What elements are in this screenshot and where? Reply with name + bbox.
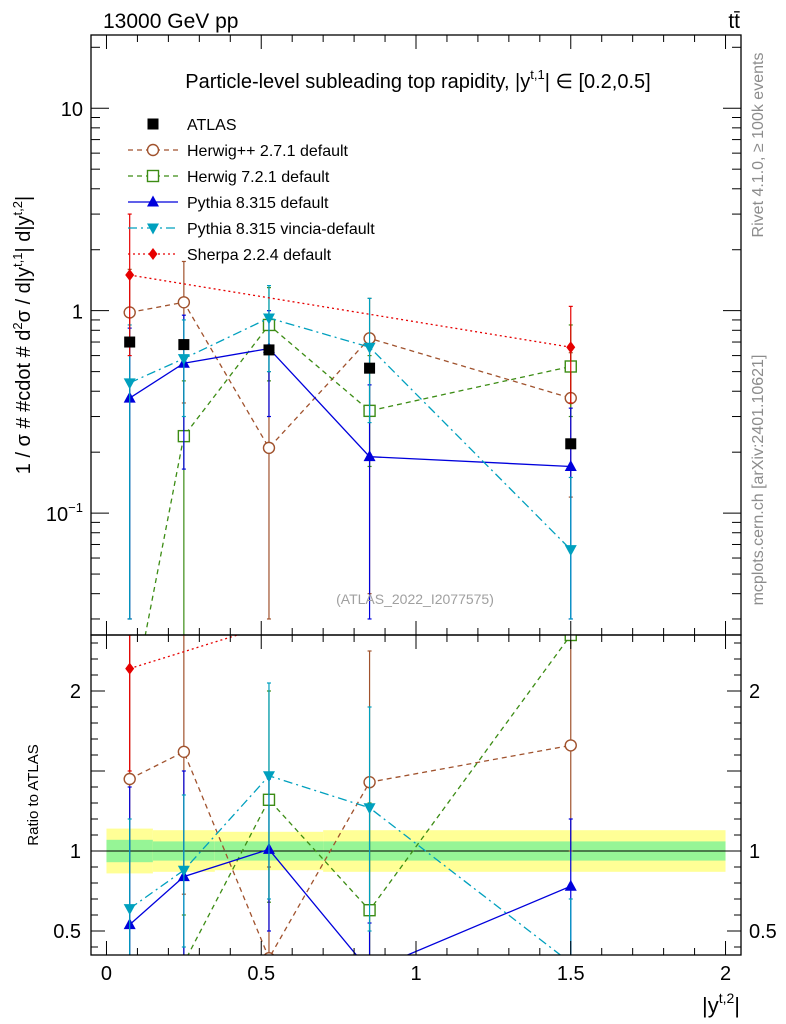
legend-atlas-label: ATLAS — [187, 117, 237, 134]
pythia-8-315-default-line — [129, 347, 571, 468]
pythia-8-315-vincia-default-point — [262, 313, 275, 325]
herwig-7-2-1-default-line — [144, 324, 571, 635]
atlas-data-point — [364, 362, 376, 374]
sherpa-2-2-4-default-point — [125, 269, 135, 282]
atlas-data-point — [124, 336, 136, 348]
legend-pythia-8-315-default-label: Pythia 8.315 default — [187, 195, 329, 212]
legend: ATLAS Herwig++ 2.7.1 default Herwig 7.2.1 … — [128, 117, 375, 264]
legend-herwig-7-2-1-default-label: Herwig 7.2.1 default — [187, 169, 330, 186]
herwig-2-7-1-default-ratio-point — [564, 739, 577, 752]
ratio-axis-tick-labels: 0 0.5 1 1.5 2 0.5 0.5 1 1 2 2 — [53, 681, 777, 985]
chart-title: Particle-level subleading top rapidity, … — [185, 67, 650, 93]
herwig-2-7-1-default-ratio-line — [129, 744, 571, 955]
legend-herwig-7-2-1-default-marker — [146, 169, 160, 183]
ratio-frame — [90, 634, 742, 956]
legend-sherpa-2-2-4-default-marker — [148, 248, 158, 260]
rivet-version-label: Rivet 4.1.0, ≥ 100k events — [750, 53, 767, 238]
x-tick-label: 1.5 — [557, 963, 585, 985]
x-tick-label: 0.5 — [247, 963, 275, 985]
herwig-2-7-1-default-point — [177, 296, 191, 309]
legend-herwig-2-7-1-default-marker — [146, 143, 160, 157]
sherpa-2-2-4-default-ratio-point — [125, 662, 135, 675]
herwig-2-7-1-default-ratio-point — [123, 772, 136, 786]
atlas-data-point — [565, 438, 577, 450]
energy-label: 13000 GeV pp — [103, 10, 238, 33]
legend-sherpa-2-2-4-default-label: Sherpa 2.2.4 default — [187, 247, 332, 264]
ratio-series-layer — [123, 635, 577, 985]
ratio-axis-ticks — [91, 635, 741, 955]
y-axis-label: 1 / σ # #cdot # d2σ / d|yt,1| d|yt,2| — [10, 196, 35, 474]
sherpa-2-2-4-default-point — [566, 341, 576, 354]
process-label: tt̄ — [728, 10, 740, 33]
atlas-data-point — [263, 344, 275, 356]
pythia-8-315-vincia-default-point — [123, 378, 136, 390]
legend-pythia-8-315-vincia-default-marker — [147, 223, 159, 235]
legend-herwig-2-7-1-default-label: Herwig++ 2.7.1 default — [187, 143, 349, 160]
herwig-7-2-1-default-ratio-line — [187, 635, 572, 955]
pythia-8-315-vincia-default-ratio-point — [363, 803, 376, 815]
sherpa-2-2-4-default-line — [129, 274, 571, 348]
main-panel: 10−1 1 10 Particle-level subleading top ra… — [10, 34, 742, 636]
pythia-8-315-default-point — [564, 459, 577, 471]
y-tick-label: 1 — [72, 302, 83, 324]
pythia-8-315-vincia-default-point — [177, 354, 190, 366]
herwig-2-7-1-default-ratio-point — [177, 745, 191, 758]
x-tick-label: 2 — [720, 963, 731, 985]
x-tick-label: 1 — [410, 963, 421, 985]
ratio-y-tick-label-right: 2 — [749, 681, 760, 703]
herwig-2-7-1-default-point — [262, 441, 276, 455]
atlas-data-point — [178, 339, 190, 351]
y-tick-label: 10−1 — [46, 500, 83, 526]
legend-pythia-8-315-default-marker — [147, 195, 159, 207]
ratio-y-tick-label: 2 — [70, 681, 81, 703]
ratio-panel: 0 0.5 1 1.5 2 0.5 0.5 1 1 2 2 Ratio to ATLAS |yt,2… — [25, 634, 777, 1018]
ratio-y-axis-label: Ratio to ATLAS — [25, 744, 42, 845]
x-tick-label: 0 — [101, 963, 112, 985]
mcplots-label: mcplots.cern.ch [arXiv:2401.10621] — [750, 355, 767, 606]
pythia-8-315-vincia-default-ratio-point — [177, 865, 190, 877]
y-tick-label: 10 — [61, 99, 83, 121]
pythia-8-315-vincia-default-ratio-point — [123, 904, 136, 916]
pythia-8-315-default-point — [363, 450, 376, 462]
pythia-8-315-vincia-default-point — [564, 545, 577, 557]
main-axis-ticks — [91, 35, 741, 635]
herwig-2-7-1-default-line — [129, 301, 571, 449]
ratio-y-tick-label-right: 0.5 — [749, 921, 777, 943]
legend-pythia-8-315-vincia-default-label: Pythia 8.315 vincia-default — [187, 221, 375, 238]
main-series-layer — [123, 213, 577, 635]
watermark: (ATLAS_2022_I2077575) — [336, 591, 494, 607]
ratio-y-tick-label: 0.5 — [53, 921, 81, 943]
x-axis-label: |yt,2| — [702, 990, 740, 1018]
ratio-y-tick-label-right: 1 — [749, 841, 760, 863]
herwig-7-2-1-default-ratio-point — [124, 974, 135, 985]
pythia-8-315-default-ratio-point — [564, 879, 577, 891]
pythia-8-315-vincia-default-ratio-point — [262, 771, 275, 783]
herwig-7-2-1-default-ratio-point — [178, 958, 189, 969]
ratio-y-tick-label: 1 — [70, 841, 81, 863]
legend-atlas-marker — [147, 118, 159, 130]
main-axis-tick-labels: 10−1 1 10 — [46, 99, 83, 526]
pythia-8-315-vincia-default-point — [363, 342, 376, 354]
pythia-8-315-default-ratio-point — [364, 965, 376, 976]
pythia-8-315-vincia-default-line — [129, 317, 572, 551]
